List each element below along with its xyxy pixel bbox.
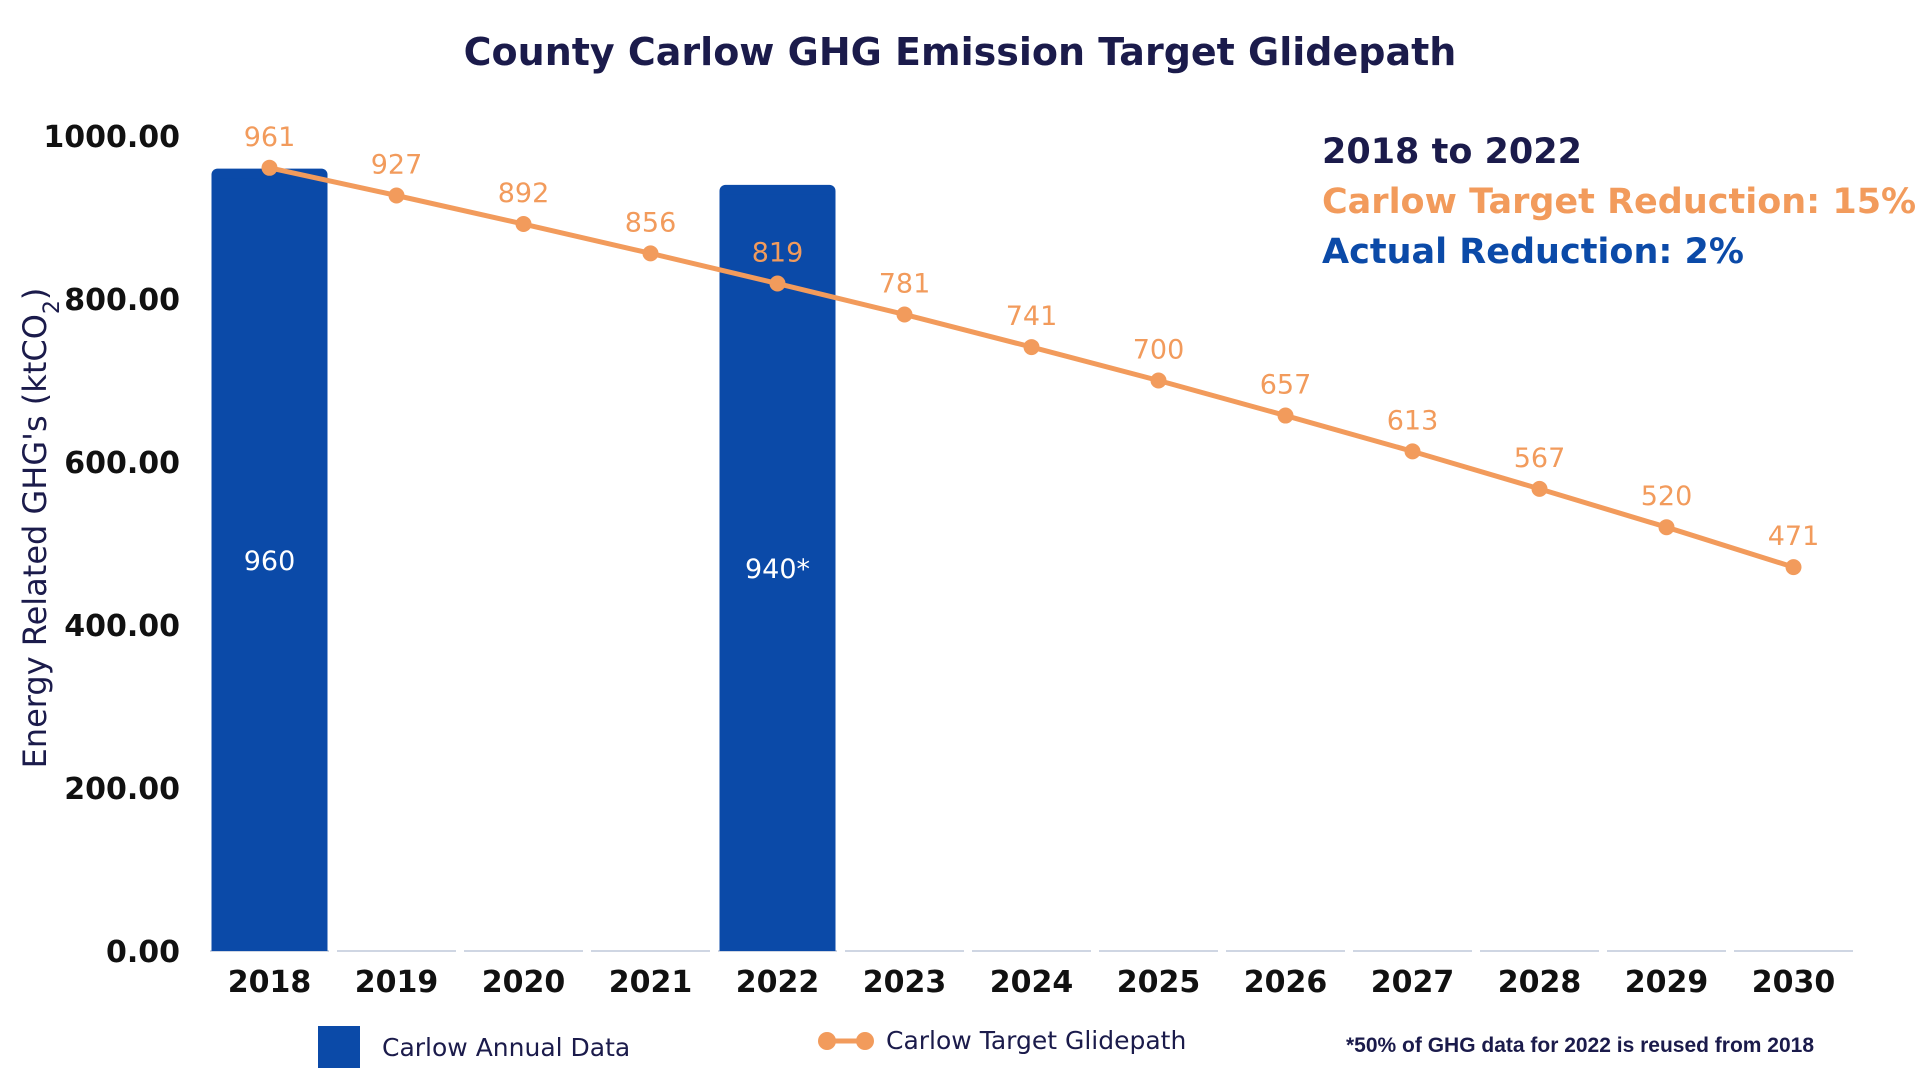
y-tick-label: 0.00 <box>106 935 180 970</box>
glidepath-point <box>1658 519 1675 536</box>
glidepath-value-label: 961 <box>244 122 296 153</box>
glidepath-value-label: 781 <box>879 268 931 299</box>
glidepath-point <box>769 275 786 292</box>
y-tick-label: 800.00 <box>64 283 180 318</box>
glidepath-point <box>642 245 659 262</box>
chart-title: County Carlow GHG Emission Target Glidep… <box>463 30 1457 74</box>
legend-item-annual-data: Carlow Annual Data <box>318 1026 630 1068</box>
glidepath-value-label: 892 <box>498 178 550 209</box>
glidepath-value-label: 819 <box>752 238 804 269</box>
glidepath-point <box>388 187 405 204</box>
glidepath-value-label: 927 <box>371 149 423 180</box>
glidepath-value-label: 520 <box>1641 481 1693 512</box>
glidepath-value-label: 657 <box>1260 370 1312 401</box>
bar-series <box>211 168 836 952</box>
glidepath-point <box>896 306 913 323</box>
y-tick-label: 600.00 <box>64 446 180 481</box>
x-tick-label: 2020 <box>482 965 566 1000</box>
x-tick-label: 2026 <box>1244 965 1328 1000</box>
info-actual-reduction: Actual Reduction: 2% <box>1322 232 1744 272</box>
legend-bar-swatch <box>318 1026 360 1068</box>
x-tick-label: 2029 <box>1625 965 1709 1000</box>
glidepath-point <box>261 159 278 176</box>
line-labels: 961 927 892 856 819 781 741 700 657 613 567 520 471 <box>244 122 1820 552</box>
glidepath-value-label: 741 <box>1006 301 1058 332</box>
info-target-reduction: Carlow Target Reduction: 15% <box>1322 182 1917 222</box>
y-axis-label: Energy Related GHG's (ktCO2) <box>16 288 65 769</box>
glidepath-point <box>1404 443 1421 460</box>
glidepath-value-label: 567 <box>1514 443 1566 474</box>
x-tick-label: 2025 <box>1117 965 1201 1000</box>
glidepath-point <box>1785 559 1802 576</box>
x-tick-label: 2023 <box>863 965 947 1000</box>
glidepath-point <box>515 216 532 233</box>
bar-value-label: 940* <box>745 554 810 585</box>
glidepath-value-label: 613 <box>1387 405 1439 436</box>
glidepath-value-label: 856 <box>625 207 677 238</box>
x-tick-label: 2021 <box>609 965 693 1000</box>
x-tick-label: 2027 <box>1371 965 1455 1000</box>
x-tick-label: 2028 <box>1498 965 1582 1000</box>
glidepath-value-label: 471 <box>1768 521 1820 552</box>
y-tick-label: 400.00 <box>64 609 180 644</box>
legend-label-glidepath: Carlow Target Glidepath <box>886 1026 1187 1055</box>
x-tick-label: 2024 <box>990 965 1074 1000</box>
x-tick-label: 2019 <box>355 965 439 1000</box>
bar-2022-body <box>719 194 836 951</box>
glidepath-point <box>1023 339 1040 356</box>
x-tick-label: 2030 <box>1752 965 1836 1000</box>
y-tick-label: 200.00 <box>64 772 180 807</box>
legend-label-annual-data: Carlow Annual Data <box>382 1032 631 1062</box>
glidepath-point <box>1277 407 1294 424</box>
bar-2018-body <box>211 178 328 952</box>
legend-item-glidepath: Carlow Target Glidepath <box>816 1026 1186 1055</box>
glidepath-point <box>1531 480 1548 497</box>
x-tick-label: 2022 <box>736 965 820 1000</box>
reduction-info-panel: 2018 to 2022 Carlow Target Reduction: 15… <box>1322 132 1916 282</box>
y-tick-label: 1000.00 <box>43 120 180 155</box>
y-axis-ticks: 0.00 200.00 400.00 600.00 800.00 1000.00 <box>43 120 180 970</box>
x-axis-ticks: 2018 2019 2020 2021 2022 2023 2024 2025 2026 2027… <box>228 965 1836 1000</box>
bar-labels: 960 940* <box>244 546 810 585</box>
glidepath-value-label: 700 <box>1133 335 1185 366</box>
info-heading: 2018 to 2022 <box>1322 132 1582 172</box>
bar-value-label: 960 <box>244 546 296 577</box>
x-tick-label: 2018 <box>228 965 312 1000</box>
glidepath-point <box>1150 372 1167 389</box>
legend-line-swatch <box>818 1031 874 1050</box>
line-series <box>261 159 1802 576</box>
footnote: *50% of GHG data for 2022 is reused from… <box>1346 1034 1815 1057</box>
